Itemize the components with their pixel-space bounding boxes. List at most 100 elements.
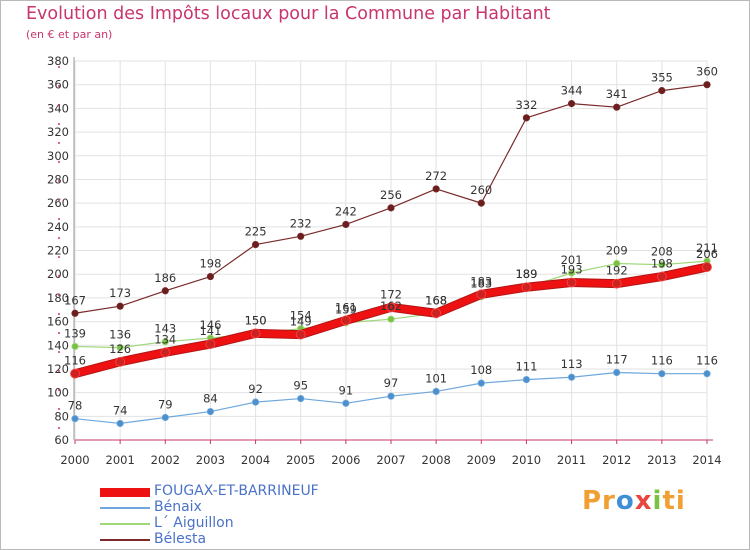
- legend-swatch: [100, 507, 150, 509]
- y-tick-label: 320: [47, 125, 69, 139]
- legend-label: L´ Aiguillon: [154, 515, 234, 531]
- data-point: [567, 373, 576, 381]
- data-label: 161: [335, 300, 357, 314]
- data-label: 116: [696, 354, 718, 368]
- data-label: 84: [203, 392, 218, 406]
- data-point: [161, 287, 169, 295]
- data-point: [476, 289, 487, 300]
- data-point: [297, 394, 305, 403]
- y-tick-label: 100: [47, 386, 69, 400]
- legend-label: Bénaix: [154, 499, 202, 515]
- data-point: [658, 261, 666, 269]
- data-label: 189: [515, 267, 537, 281]
- data-label: 198: [199, 257, 221, 271]
- data-label: 232: [290, 216, 312, 230]
- data-label: 117: [606, 352, 628, 366]
- data-label: 208: [651, 245, 673, 259]
- data-label: 206: [696, 247, 718, 261]
- y-tick-label: 360: [47, 78, 69, 92]
- y-tick-label: 200: [47, 267, 69, 281]
- data-point: [613, 103, 621, 111]
- x-tick-label: 2005: [286, 453, 315, 467]
- data-label: 150: [245, 313, 267, 327]
- data-point: [522, 114, 531, 122]
- data-point: [342, 220, 350, 229]
- data-label: 92: [248, 382, 263, 396]
- data-label: 113: [561, 357, 583, 371]
- data-label: 154: [290, 309, 312, 323]
- legend-item: FOUGAX-ET-BARRINEUF: [100, 483, 420, 500]
- x-tick-label: 2003: [196, 453, 225, 467]
- x-tick-label: 2006: [331, 453, 360, 467]
- data-label: 111: [515, 360, 537, 374]
- data-point: [477, 379, 485, 387]
- data-point: [432, 185, 440, 193]
- data-label: 78: [68, 399, 83, 413]
- data-label: 193: [561, 262, 583, 276]
- data-label: 189: [515, 267, 537, 281]
- x-tick-label: 2014: [692, 453, 721, 467]
- y-tick-label: 220: [47, 244, 69, 258]
- data-label: 139: [64, 326, 86, 340]
- data-label: 183: [470, 277, 492, 291]
- data-label: 134: [154, 332, 176, 346]
- data-label: 332: [515, 98, 537, 112]
- data-label: 168: [425, 293, 447, 307]
- data-label: 159: [335, 303, 357, 317]
- data-label: 141: [199, 324, 221, 338]
- data-point: [477, 199, 485, 207]
- data-point: [71, 309, 79, 317]
- data-point: [297, 232, 305, 240]
- data-point: [522, 375, 531, 384]
- data-point: [161, 338, 169, 346]
- data-point: [658, 370, 666, 378]
- data-point: [658, 87, 666, 95]
- legend-swatch: [100, 487, 150, 497]
- data-point: [613, 259, 621, 268]
- data-label: 74: [113, 403, 128, 417]
- legend-item: Bénaix: [100, 499, 420, 516]
- y-tick-label: 180: [47, 291, 69, 305]
- x-tick-label: 2007: [376, 453, 405, 467]
- data-label: 355: [651, 71, 673, 85]
- data-point: [432, 387, 440, 396]
- data-label: 167: [64, 293, 86, 307]
- y-tick-label: 260: [47, 196, 69, 210]
- data-label: 79: [158, 397, 173, 411]
- data-label: 360: [696, 65, 718, 79]
- data-point: [205, 339, 216, 349]
- chart-subtitle: (en € et par an): [26, 28, 113, 41]
- x-tick-label: 2013: [647, 453, 676, 467]
- data-point: [703, 81, 711, 89]
- data-point: [206, 272, 215, 281]
- x-tick-label: 2012: [602, 453, 631, 467]
- data-label: 146: [199, 318, 221, 332]
- data-label: 150: [245, 313, 267, 327]
- data-point: [116, 302, 124, 310]
- data-point: [567, 269, 576, 277]
- x-tick-label: 2008: [422, 453, 451, 467]
- y-tick-label: 140: [47, 338, 69, 352]
- data-point: [71, 415, 79, 423]
- data-point: [431, 308, 442, 319]
- data-label: 136: [109, 328, 131, 342]
- legend-swatch: [100, 539, 150, 541]
- data-point: [703, 370, 711, 378]
- data-point: [567, 100, 576, 108]
- data-label: 341: [606, 87, 628, 101]
- data-point: [340, 315, 351, 326]
- data-label: 116: [64, 354, 86, 368]
- y-tick-label: 380: [47, 54, 69, 68]
- data-label: 172: [380, 287, 402, 301]
- legend-label: Bélesta: [154, 531, 207, 547]
- data-label: 95: [293, 379, 308, 393]
- y-tick-label: 60: [54, 433, 69, 447]
- data-label: 183: [470, 274, 492, 288]
- y-tick-label: 80: [54, 409, 69, 423]
- x-tick-label: 2002: [151, 453, 180, 467]
- data-label: 162: [380, 299, 402, 313]
- data-label: 101: [425, 371, 447, 385]
- line-chart: 60 80 100 120 140 160 180 200 220 240 260 280 300 320…: [47, 54, 722, 467]
- x-tick-label: 2010: [512, 453, 541, 467]
